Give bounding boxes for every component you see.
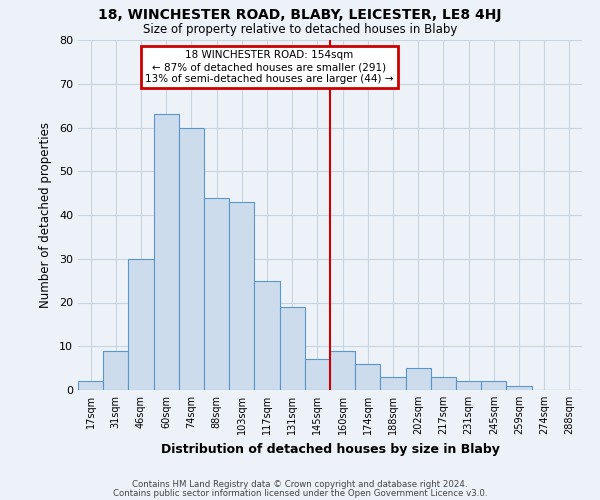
Y-axis label: Number of detached properties: Number of detached properties bbox=[39, 122, 52, 308]
Bar bbox=[506, 386, 532, 390]
Bar bbox=[204, 198, 229, 390]
Text: 18 WINCHESTER ROAD: 154sqm
← 87% of detached houses are smaller (291)
13% of sem: 18 WINCHESTER ROAD: 154sqm ← 87% of deta… bbox=[145, 50, 394, 84]
Bar bbox=[456, 381, 481, 390]
Bar bbox=[355, 364, 380, 390]
Bar bbox=[103, 350, 128, 390]
Bar bbox=[406, 368, 431, 390]
Bar bbox=[305, 360, 330, 390]
Bar bbox=[380, 377, 406, 390]
Bar bbox=[179, 128, 204, 390]
Bar bbox=[254, 280, 280, 390]
Text: Contains public sector information licensed under the Open Government Licence v3: Contains public sector information licen… bbox=[113, 489, 487, 498]
Text: Contains HM Land Registry data © Crown copyright and database right 2024.: Contains HM Land Registry data © Crown c… bbox=[132, 480, 468, 489]
Bar bbox=[78, 381, 103, 390]
Text: Size of property relative to detached houses in Blaby: Size of property relative to detached ho… bbox=[143, 22, 457, 36]
Bar bbox=[481, 381, 506, 390]
Bar bbox=[128, 259, 154, 390]
Bar bbox=[229, 202, 254, 390]
Text: 18, WINCHESTER ROAD, BLABY, LEICESTER, LE8 4HJ: 18, WINCHESTER ROAD, BLABY, LEICESTER, L… bbox=[98, 8, 502, 22]
Bar bbox=[154, 114, 179, 390]
Bar bbox=[330, 350, 355, 390]
X-axis label: Distribution of detached houses by size in Blaby: Distribution of detached houses by size … bbox=[161, 442, 499, 456]
Bar bbox=[280, 307, 305, 390]
Bar bbox=[431, 377, 456, 390]
